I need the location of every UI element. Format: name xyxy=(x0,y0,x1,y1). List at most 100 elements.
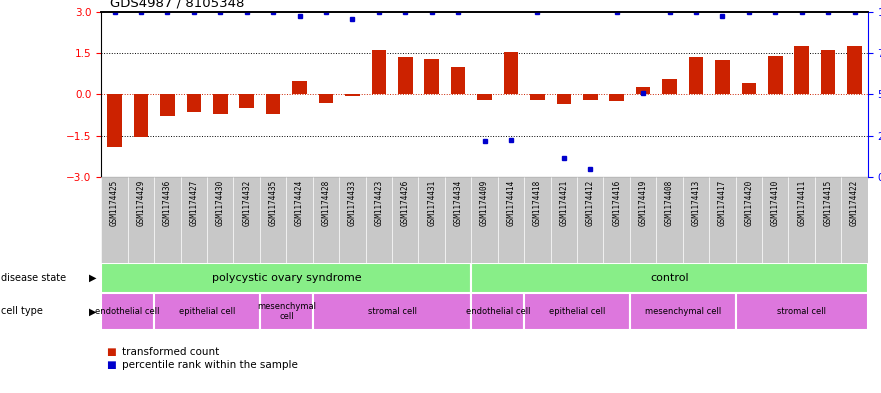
Bar xyxy=(128,177,154,263)
Text: GSM1174419: GSM1174419 xyxy=(639,180,648,226)
Text: GSM1174415: GSM1174415 xyxy=(824,180,833,226)
Text: ■: ■ xyxy=(106,347,115,357)
Text: GSM1174426: GSM1174426 xyxy=(401,180,410,226)
Bar xyxy=(445,177,471,263)
Text: GSM1174417: GSM1174417 xyxy=(718,180,727,226)
Bar xyxy=(425,59,439,94)
Text: ■: ■ xyxy=(106,360,115,371)
Bar xyxy=(260,293,313,330)
Text: GSM1174412: GSM1174412 xyxy=(586,180,595,226)
Text: epithelial cell: epithelial cell xyxy=(179,307,235,316)
Bar xyxy=(471,263,868,293)
Text: transformed count: transformed count xyxy=(122,347,218,357)
Bar xyxy=(736,177,762,263)
Bar xyxy=(636,87,650,94)
Bar xyxy=(742,83,756,94)
Bar xyxy=(788,177,815,263)
Bar xyxy=(551,177,577,263)
Text: GSM1174423: GSM1174423 xyxy=(374,180,383,226)
Text: polycystic ovary syndrome: polycystic ovary syndrome xyxy=(211,273,361,283)
Text: GSM1174414: GSM1174414 xyxy=(507,180,515,226)
Bar xyxy=(207,177,233,263)
Bar xyxy=(821,50,835,94)
Bar xyxy=(101,263,471,293)
Bar xyxy=(504,51,518,94)
Bar xyxy=(656,177,683,263)
Bar xyxy=(181,177,207,263)
Text: endothelial cell: endothelial cell xyxy=(95,307,160,316)
Text: cell type: cell type xyxy=(1,307,43,316)
Bar xyxy=(101,177,128,263)
Bar xyxy=(683,177,709,263)
Text: control: control xyxy=(650,273,689,283)
Bar xyxy=(154,293,260,330)
Text: ▶: ▶ xyxy=(89,307,97,316)
Bar xyxy=(339,177,366,263)
Text: GSM1174416: GSM1174416 xyxy=(612,180,621,226)
Bar xyxy=(392,177,418,263)
Text: stromal cell: stromal cell xyxy=(367,307,417,316)
Bar xyxy=(610,94,624,101)
Bar xyxy=(471,293,524,330)
Bar xyxy=(187,94,201,112)
Bar xyxy=(160,94,174,116)
Bar xyxy=(524,293,630,330)
Bar xyxy=(663,79,677,94)
Text: percentile rank within the sample: percentile rank within the sample xyxy=(122,360,298,371)
Bar xyxy=(583,94,597,100)
Bar xyxy=(101,293,154,330)
Bar xyxy=(498,177,524,263)
Bar xyxy=(715,60,729,94)
Text: GSM1174410: GSM1174410 xyxy=(771,180,780,226)
Text: GSM1174420: GSM1174420 xyxy=(744,180,753,226)
Bar xyxy=(313,177,339,263)
Text: GSM1174411: GSM1174411 xyxy=(797,180,806,226)
Bar xyxy=(471,177,498,263)
Bar xyxy=(577,177,603,263)
Bar xyxy=(815,177,841,263)
Bar xyxy=(768,56,782,94)
Bar xyxy=(292,81,307,94)
Text: GSM1174430: GSM1174430 xyxy=(216,180,225,226)
Bar xyxy=(709,177,736,263)
Bar xyxy=(260,177,286,263)
Text: GSM1174422: GSM1174422 xyxy=(850,180,859,226)
Bar xyxy=(848,46,862,94)
Bar xyxy=(240,94,254,108)
Text: GSM1174428: GSM1174428 xyxy=(322,180,330,226)
Bar xyxy=(795,46,809,94)
Text: GSM1174425: GSM1174425 xyxy=(110,180,119,226)
Text: GSM1174408: GSM1174408 xyxy=(665,180,674,226)
Text: GSM1174409: GSM1174409 xyxy=(480,180,489,226)
Text: epithelial cell: epithelial cell xyxy=(549,307,605,316)
Bar xyxy=(630,177,656,263)
Bar xyxy=(372,50,386,94)
Text: GSM1174436: GSM1174436 xyxy=(163,180,172,226)
Text: GSM1174435: GSM1174435 xyxy=(269,180,278,226)
Bar xyxy=(478,94,492,100)
Text: mesenchymal cell: mesenchymal cell xyxy=(645,307,721,316)
Bar xyxy=(366,177,392,263)
Bar xyxy=(266,94,280,114)
Text: GSM1174433: GSM1174433 xyxy=(348,180,357,226)
Text: mesenchymal
cell: mesenchymal cell xyxy=(257,302,315,321)
Text: GSM1174418: GSM1174418 xyxy=(533,180,542,226)
Bar xyxy=(286,177,313,263)
Text: GSM1174427: GSM1174427 xyxy=(189,180,198,226)
Bar xyxy=(557,94,571,104)
Text: GSM1174429: GSM1174429 xyxy=(137,180,145,226)
Bar xyxy=(313,293,471,330)
Bar xyxy=(154,177,181,263)
Bar xyxy=(418,177,445,263)
Bar xyxy=(134,94,148,137)
Text: ▶: ▶ xyxy=(89,273,97,283)
Text: endothelial cell: endothelial cell xyxy=(465,307,530,316)
Bar xyxy=(689,57,703,94)
Bar xyxy=(762,177,788,263)
Bar xyxy=(530,94,544,100)
Text: GSM1174421: GSM1174421 xyxy=(559,180,568,226)
Bar xyxy=(107,94,122,147)
Bar xyxy=(345,94,359,95)
Text: disease state: disease state xyxy=(1,273,66,283)
Text: GSM1174413: GSM1174413 xyxy=(692,180,700,226)
